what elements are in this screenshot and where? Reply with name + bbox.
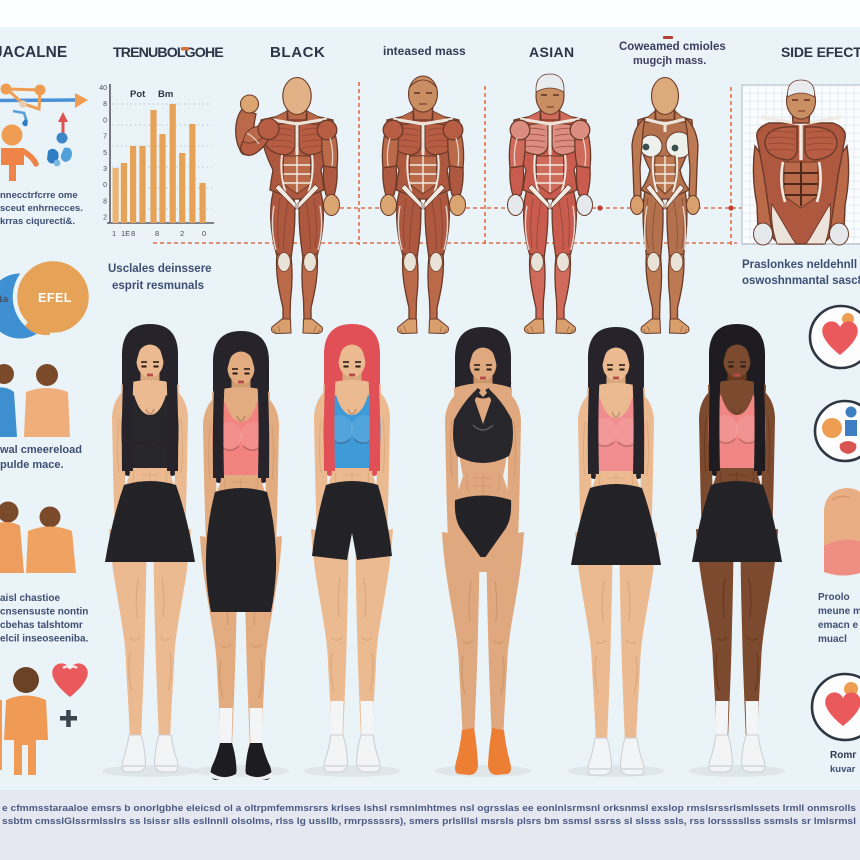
svg-text:1E: 1E [121,229,130,238]
svg-text:esprit resmunals: esprit resmunals [112,280,204,292]
svg-text:nnecctrfcrre ome: nnecctrfcrre ome [0,190,78,201]
svg-text:Bm: Bm [158,89,173,100]
svg-text:meune m: meune m [818,606,860,617]
svg-text:kuvar: kuvar [830,764,856,775]
svg-text:emacn e: emacn e [818,620,858,631]
svg-text:sceut enhrnecces.: sceut enhrnecces. [0,203,83,214]
svg-text:8: 8 [131,229,135,238]
svg-text:8: 8 [103,198,107,205]
svg-text:ASIAN: ASIAN [529,44,575,60]
svg-text:Pot: Pot [130,89,146,100]
svg-text:40: 40 [99,85,107,92]
svg-text:oswoshnmantal sasc8 c: oswoshnmantal sasc8 c [742,275,860,287]
svg-text:BLACK: BLACK [270,44,326,61]
svg-text:3: 3 [103,166,107,173]
svg-text:JACALNE: JACALNE [0,44,67,61]
svg-text:SIDE EFECTS: SIDE EFECTS [781,44,860,60]
svg-text:pulde mace.: pulde mace. [0,459,64,471]
svg-text:muacl: muacl [818,634,847,645]
svg-text:2: 2 [180,229,184,238]
svg-text:wal cmeereload: wal cmeereload [0,444,82,456]
svg-text:inteased mass: inteased mass [383,44,466,58]
svg-text:0: 0 [103,182,107,189]
svg-text:7: 7 [103,134,107,141]
svg-text:1a: 1a [0,294,9,304]
svg-text:aisl chastioe: aisl chastioe [0,593,60,604]
svg-text:8: 8 [155,229,159,238]
svg-text:mugcjh mass.: mugcjh mass. [633,55,706,67]
svg-text:0: 0 [103,117,107,124]
svg-text:elcil inseoseeniba.: elcil inseoseeniba. [0,634,89,645]
svg-text:cbehas talshtomr: cbehas talshtomr [0,620,83,631]
svg-text:Usclales deinssere: Usclales deinssere [108,263,212,275]
svg-text:ssbtm cmsslGlssrmlsslrs ss lsi: ssbtm cmsslGlssrmlsslrs ss lsissr slls e… [2,816,856,826]
svg-text:cnsensuste nontin: cnsensuste nontin [0,607,88,618]
svg-text:TRENUBOLGOHE: TRENUBOLGOHE [113,45,223,61]
svg-text:0: 0 [202,229,206,238]
svg-text:8: 8 [103,101,107,108]
svg-text:Romг: Romг [830,750,856,761]
svg-text:1: 1 [112,229,116,238]
svg-text:2: 2 [103,215,107,222]
svg-text:e cfmmsstaraaloe emsrs b onorl: e cfmmsstaraaloe emsrs b onorlgbhe eleic… [2,803,856,813]
svg-text:EFEL: EFEL [38,291,72,305]
svg-text:Proolo: Proolo [818,592,850,603]
svg-text:5: 5 [103,150,107,157]
svg-text:Coweamed cmioles: Coweamed cmioles [619,41,726,53]
svg-text:krras ciqurecti&.: krras ciqurecti&. [0,216,75,227]
svg-text:Praslonkes neldehnll: Praslonkes neldehnll [742,259,857,271]
